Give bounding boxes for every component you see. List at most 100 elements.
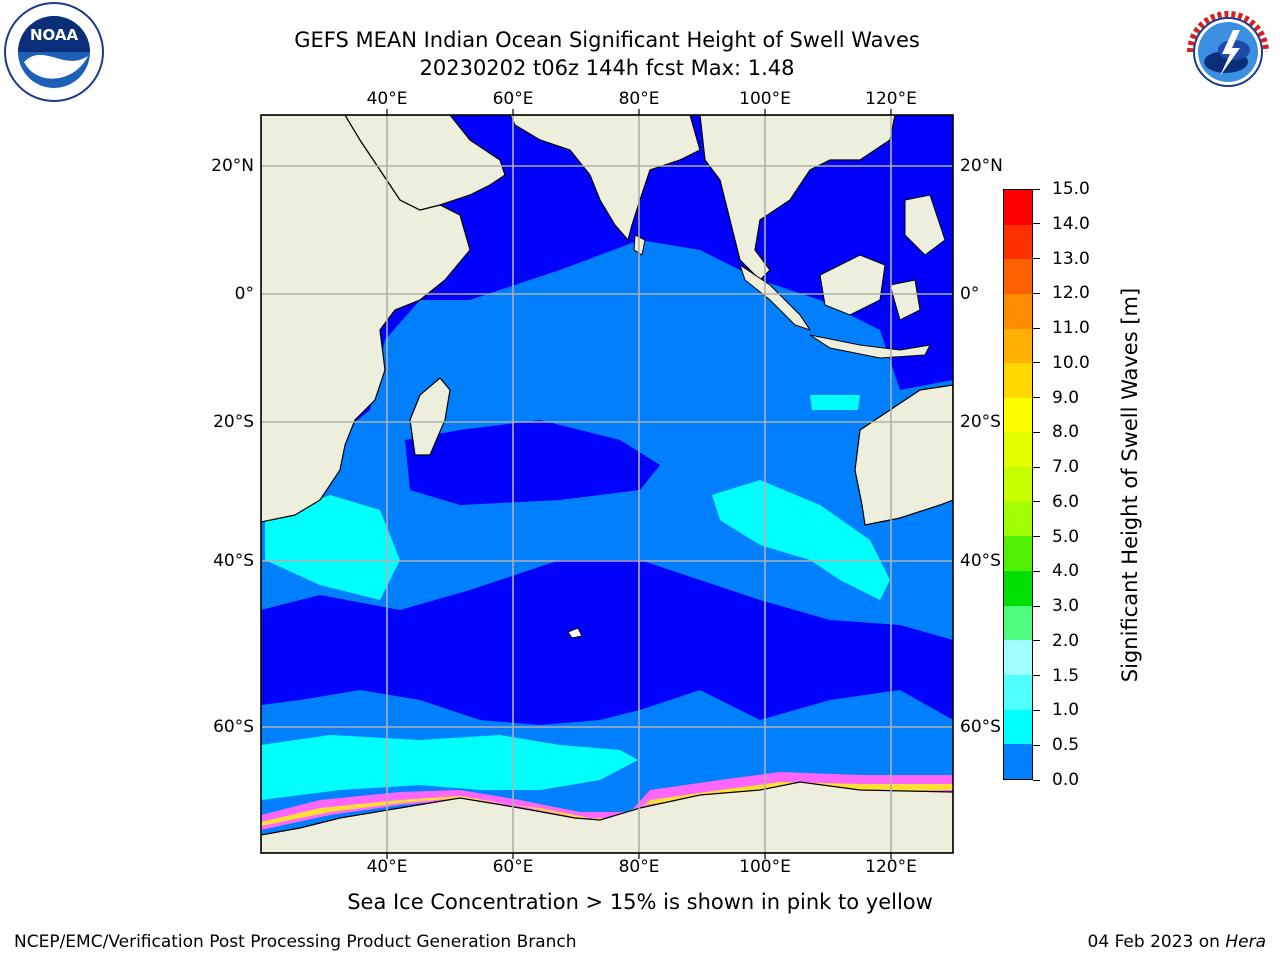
nws-logo: [1178, 2, 1278, 102]
footer-date-text: 04 Feb 2023 on: [1087, 932, 1226, 952]
colorbar-tick-label: 6.0: [1052, 491, 1080, 512]
colorbar-swatch: [1004, 328, 1032, 364]
colorbar-tick-label: 1.0: [1052, 700, 1080, 721]
colorbar-swatch: [1004, 467, 1032, 502]
colorbar-tick-label: 0.5: [1052, 735, 1080, 756]
colorbar-tick-mark: [1033, 466, 1040, 468]
land-sumatra: [739, 263, 812, 331]
swell-low-central: [405, 420, 660, 505]
swell-high-southwest: [261, 735, 638, 800]
colorbar-swatch: [1004, 536, 1032, 572]
map-field: [261, 115, 953, 853]
noaa-logo-text: NOAA: [30, 26, 79, 44]
colorbar-tick-mark: [1033, 709, 1040, 711]
colorbar-swatch: [1004, 674, 1032, 710]
colorbar-tick-label: 10.0: [1052, 352, 1090, 373]
lat-label-left: 60°S: [213, 717, 254, 737]
footer-date: 04 Feb 2023 on Hera: [1088, 932, 1266, 952]
lon-label-bottom: 100°E: [739, 857, 791, 877]
lat-label-left: 0°: [234, 284, 254, 304]
colorbar-swatch: [1004, 744, 1032, 779]
colorbar-title: Significant Height of Swell Waves [m]: [1118, 287, 1142, 683]
colorbar-tick-label: 15.0: [1052, 179, 1090, 199]
land-borneo: [819, 254, 886, 316]
gridlines: [261, 115, 953, 853]
lat-label-right: 20°S: [960, 412, 1001, 432]
colorbar-swatch: [1004, 397, 1032, 433]
colorbar-tick-label: 14.0: [1052, 213, 1090, 234]
colorbar-tick-mark: [1033, 501, 1040, 503]
colorbar-swatch: [1004, 190, 1032, 225]
colorbar-tick-mark: [1033, 327, 1040, 329]
colorbar-swatch: [1004, 224, 1032, 260]
colorbar-tick-mark: [1033, 605, 1040, 607]
lon-label-bottom: 80°E: [618, 857, 660, 877]
colorbar-swatch: [1004, 363, 1032, 398]
plot-title-line1: GEFS MEAN Indian Ocean Significant Heigh…: [294, 28, 920, 52]
swell-high-small: [810, 395, 860, 410]
map-frame: [260, 114, 954, 854]
colorbar-tick-label: 4.0: [1052, 561, 1080, 582]
colorbar-tick-label: 12.0: [1052, 283, 1090, 304]
swell-low-north: [330, 115, 953, 430]
lat-label-left: 20°N: [211, 156, 254, 176]
colorbar-tick-label: 11.0: [1052, 318, 1090, 339]
colorbar-swatch: [1004, 501, 1032, 537]
lat-label-left: 40°S: [213, 551, 254, 571]
land-madagascar: [409, 377, 451, 456]
sea-ice-caption: Sea Ice Concentration > 15% is shown in …: [347, 890, 933, 914]
swell-high-east: [712, 480, 890, 600]
colorbar-tick-mark: [1033, 570, 1040, 572]
lon-label-top: 60°E: [492, 89, 534, 109]
land-sulawesi: [889, 279, 921, 321]
land-india: [509, 115, 701, 242]
colorbar-tick-mark: [1033, 744, 1040, 746]
colorbar-swatch: [1004, 605, 1032, 641]
footer-branch: NCEP/EMC/Verification Post Processing Pr…: [14, 932, 577, 952]
lat-label-left: 20°S: [213, 412, 254, 432]
land-australia: [854, 384, 953, 526]
lon-label-top: 100°E: [739, 89, 791, 109]
colorbar-tick-mark: [1033, 258, 1040, 260]
colorbar-swatch: [1004, 293, 1032, 329]
land-se-asia: [699, 115, 896, 281]
plot-title-line2: 20230202 t06z 144h fcst Max: 1.48: [419, 56, 795, 80]
lat-label-right: 0°: [960, 284, 980, 304]
colorbar-tick-mark: [1033, 397, 1040, 399]
colorbar-tick-label: 7.0: [1052, 457, 1080, 478]
map-ticks: [386, 109, 892, 859]
swell-low-south: [261, 560, 953, 725]
noaa-logo: NOAA: [4, 2, 104, 102]
lon-label-top: 80°E: [618, 89, 660, 109]
colorbar-tick-label: 13.0: [1052, 248, 1090, 269]
colorbar-tick-mark: [1033, 188, 1040, 190]
lat-label-right: 20°N: [960, 156, 1003, 176]
swell-high-west: [265, 495, 400, 600]
colorbar-tick-label: 3.0: [1052, 596, 1080, 617]
colorbar-swatch: [1004, 709, 1032, 745]
colorbar-tick-mark: [1033, 292, 1040, 294]
sea-ice-high: [261, 782, 953, 826]
footer-host: Hera: [1225, 932, 1266, 952]
colorbar-tick-mark: [1033, 431, 1040, 433]
colorbar-tick-mark: [1033, 536, 1040, 538]
colorbar-tick-mark: [1033, 675, 1040, 677]
land-kerguelen: [567, 627, 583, 639]
colorbar-swatch: [1004, 571, 1032, 606]
lon-label-top: 40°E: [366, 89, 408, 109]
colorbar-tick-mark: [1033, 640, 1040, 642]
lon-label-bottom: 60°E: [492, 857, 534, 877]
swell-mid-equator: [420, 250, 900, 420]
colorbar-tick-label: 2.0: [1052, 630, 1080, 651]
lon-label-bottom: 40°E: [366, 857, 408, 877]
lon-label-top: 120°E: [865, 89, 917, 109]
colorbar-tick-label: 8.0: [1052, 422, 1080, 443]
colorbar-tick-label: 9.0: [1052, 387, 1080, 408]
colorbar-tick-label: 5.0: [1052, 526, 1080, 547]
colorbar-tick-mark: [1033, 223, 1040, 225]
colorbar-swatch: [1004, 259, 1032, 294]
colorbar-tick-label: 1.5: [1052, 665, 1080, 686]
land-java: [809, 334, 931, 359]
land-philippines: [904, 194, 946, 256]
land-arabia: [344, 115, 506, 211]
